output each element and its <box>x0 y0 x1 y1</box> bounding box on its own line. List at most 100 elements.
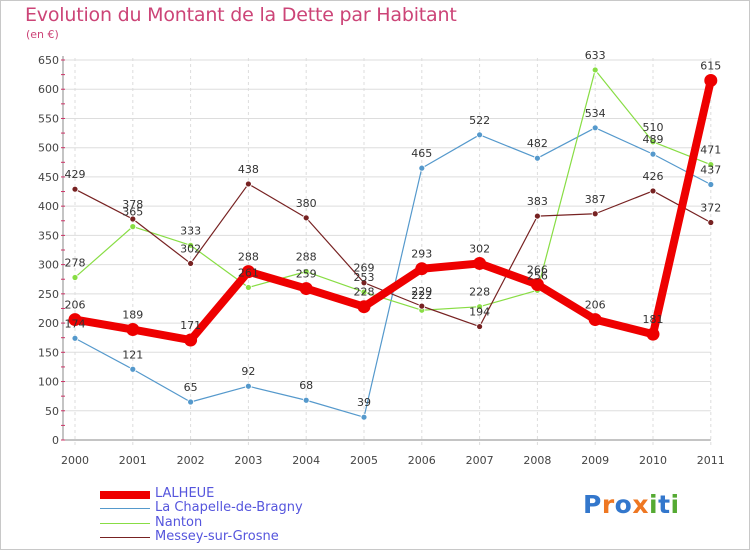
data-label-1: 39 <box>357 396 371 409</box>
data-label-2: 256 <box>527 269 548 282</box>
series-point-2 <box>591 66 599 74</box>
series-point-3 <box>360 279 368 287</box>
x-tick-label: 2011 <box>697 454 725 467</box>
logo-letter: i <box>649 490 659 519</box>
series-point-0 <box>184 333 198 347</box>
data-label-0: 259 <box>296 268 317 281</box>
series-point-0 <box>357 300 371 314</box>
series-point-3 <box>187 260 195 267</box>
series-point-1 <box>534 154 541 162</box>
grid-layer <box>63 58 712 448</box>
series-point-3 <box>591 210 599 218</box>
legend-swatch-la-chapelle-de-bragny <box>100 508 150 509</box>
data-label-2: 261 <box>238 266 259 279</box>
series-line-2 <box>74 69 712 311</box>
data-label-2: 333 <box>180 224 201 237</box>
x-tick-label: 2002 <box>177 454 205 467</box>
series-point-0 <box>588 313 602 327</box>
series-point-1 <box>129 365 137 373</box>
data-label-3: 372 <box>700 202 721 215</box>
legend-item-lalheue: LALHEUE <box>100 486 400 502</box>
data-label-0: 266 <box>527 263 548 276</box>
x-tick-label: 2007 <box>466 454 494 467</box>
axis-layer: 0 50 100 150 200 250 300 350 400 450 500 550 600 650 2… <box>38 54 725 467</box>
series-layer <box>68 66 718 421</box>
y-tick-label: 650 <box>38 54 59 67</box>
series-point-0 <box>299 282 313 296</box>
logo-letter: i <box>670 490 680 519</box>
data-label-1: 482 <box>527 137 548 150</box>
legend-item-la-chapelle-de-bragny: La Chapelle-de-Bragny <box>100 500 400 516</box>
data-label-3: 302 <box>180 242 201 255</box>
x-tick-label: 2010 <box>639 454 667 467</box>
series-point-2 <box>129 223 137 231</box>
series-point-3 <box>418 302 426 310</box>
series-point-2 <box>649 138 657 146</box>
series-point-1 <box>187 398 195 406</box>
series-point-3 <box>244 180 252 188</box>
series-point-0 <box>646 327 660 341</box>
series-point-3 <box>649 187 657 195</box>
data-label-0: 206 <box>585 299 606 312</box>
series-point-2 <box>476 303 484 311</box>
chart-title: Evolution du Montant de la Dette par Hab… <box>25 4 457 26</box>
data-label-2: 222 <box>411 289 432 302</box>
data-label-1: 489 <box>643 133 664 146</box>
y-tick-label: 150 <box>38 346 59 359</box>
x-tick-label: 2001 <box>119 454 147 467</box>
legend-label-lalheue: LALHEUE <box>155 486 215 501</box>
data-label-1: 65 <box>184 381 198 394</box>
series-point-0 <box>530 277 544 291</box>
data-label-3: 387 <box>585 193 606 206</box>
series-point-2 <box>187 241 195 249</box>
y-tick-label: 400 <box>38 200 59 213</box>
data-label-3: 194 <box>469 306 490 319</box>
data-label-1: 92 <box>241 365 255 378</box>
data-label-1: 522 <box>469 114 490 127</box>
data-label-1: 465 <box>411 147 432 160</box>
series-point-0 <box>415 262 429 276</box>
series-point-2 <box>707 161 715 169</box>
logo-letter: t <box>658 490 671 519</box>
series-point-3 <box>476 323 484 330</box>
x-tick-label: 2006 <box>408 454 436 467</box>
series-point-3 <box>707 219 715 226</box>
data-label-3: 380 <box>296 197 317 210</box>
y-tick-label: 300 <box>38 259 59 272</box>
x-tick-label: 2004 <box>292 454 320 467</box>
data-label-3: 426 <box>643 170 664 183</box>
series-point-2 <box>360 288 368 296</box>
series-point-1 <box>707 181 715 188</box>
data-label-2: 253 <box>354 271 375 284</box>
data-label-1: 174 <box>65 317 86 330</box>
data-label-3: 429 <box>65 168 86 181</box>
data-label-0: 181 <box>643 313 664 326</box>
series-point-1 <box>591 124 599 132</box>
x-tick-label: 2009 <box>581 454 609 467</box>
legend-item-nanton: Nanton <box>100 515 400 531</box>
series-point-3 <box>302 214 310 222</box>
data-label-0: 206 <box>65 299 86 312</box>
series-point-3 <box>129 215 137 223</box>
y-tick-label: 600 <box>38 83 59 96</box>
y-tick-label: 200 <box>38 317 59 330</box>
y-tick-label: 100 <box>38 376 59 389</box>
series-point-2 <box>244 284 252 291</box>
series-point-1 <box>71 334 79 342</box>
series-point-1 <box>302 396 310 404</box>
x-tick-label: 2003 <box>234 454 262 467</box>
data-label-3: 378 <box>122 198 143 211</box>
series-point-1 <box>418 164 426 172</box>
series-point-1 <box>649 150 657 158</box>
series-point-3 <box>534 212 541 220</box>
data-label-1: 121 <box>122 348 143 361</box>
data-label-2: 471 <box>700 144 721 157</box>
data-label-3: 438 <box>238 163 259 176</box>
series-point-0 <box>241 265 255 279</box>
series-point-1 <box>244 382 252 390</box>
series-point-1 <box>360 413 368 421</box>
data-label-3: 229 <box>411 285 432 298</box>
series-point-2 <box>302 268 310 276</box>
